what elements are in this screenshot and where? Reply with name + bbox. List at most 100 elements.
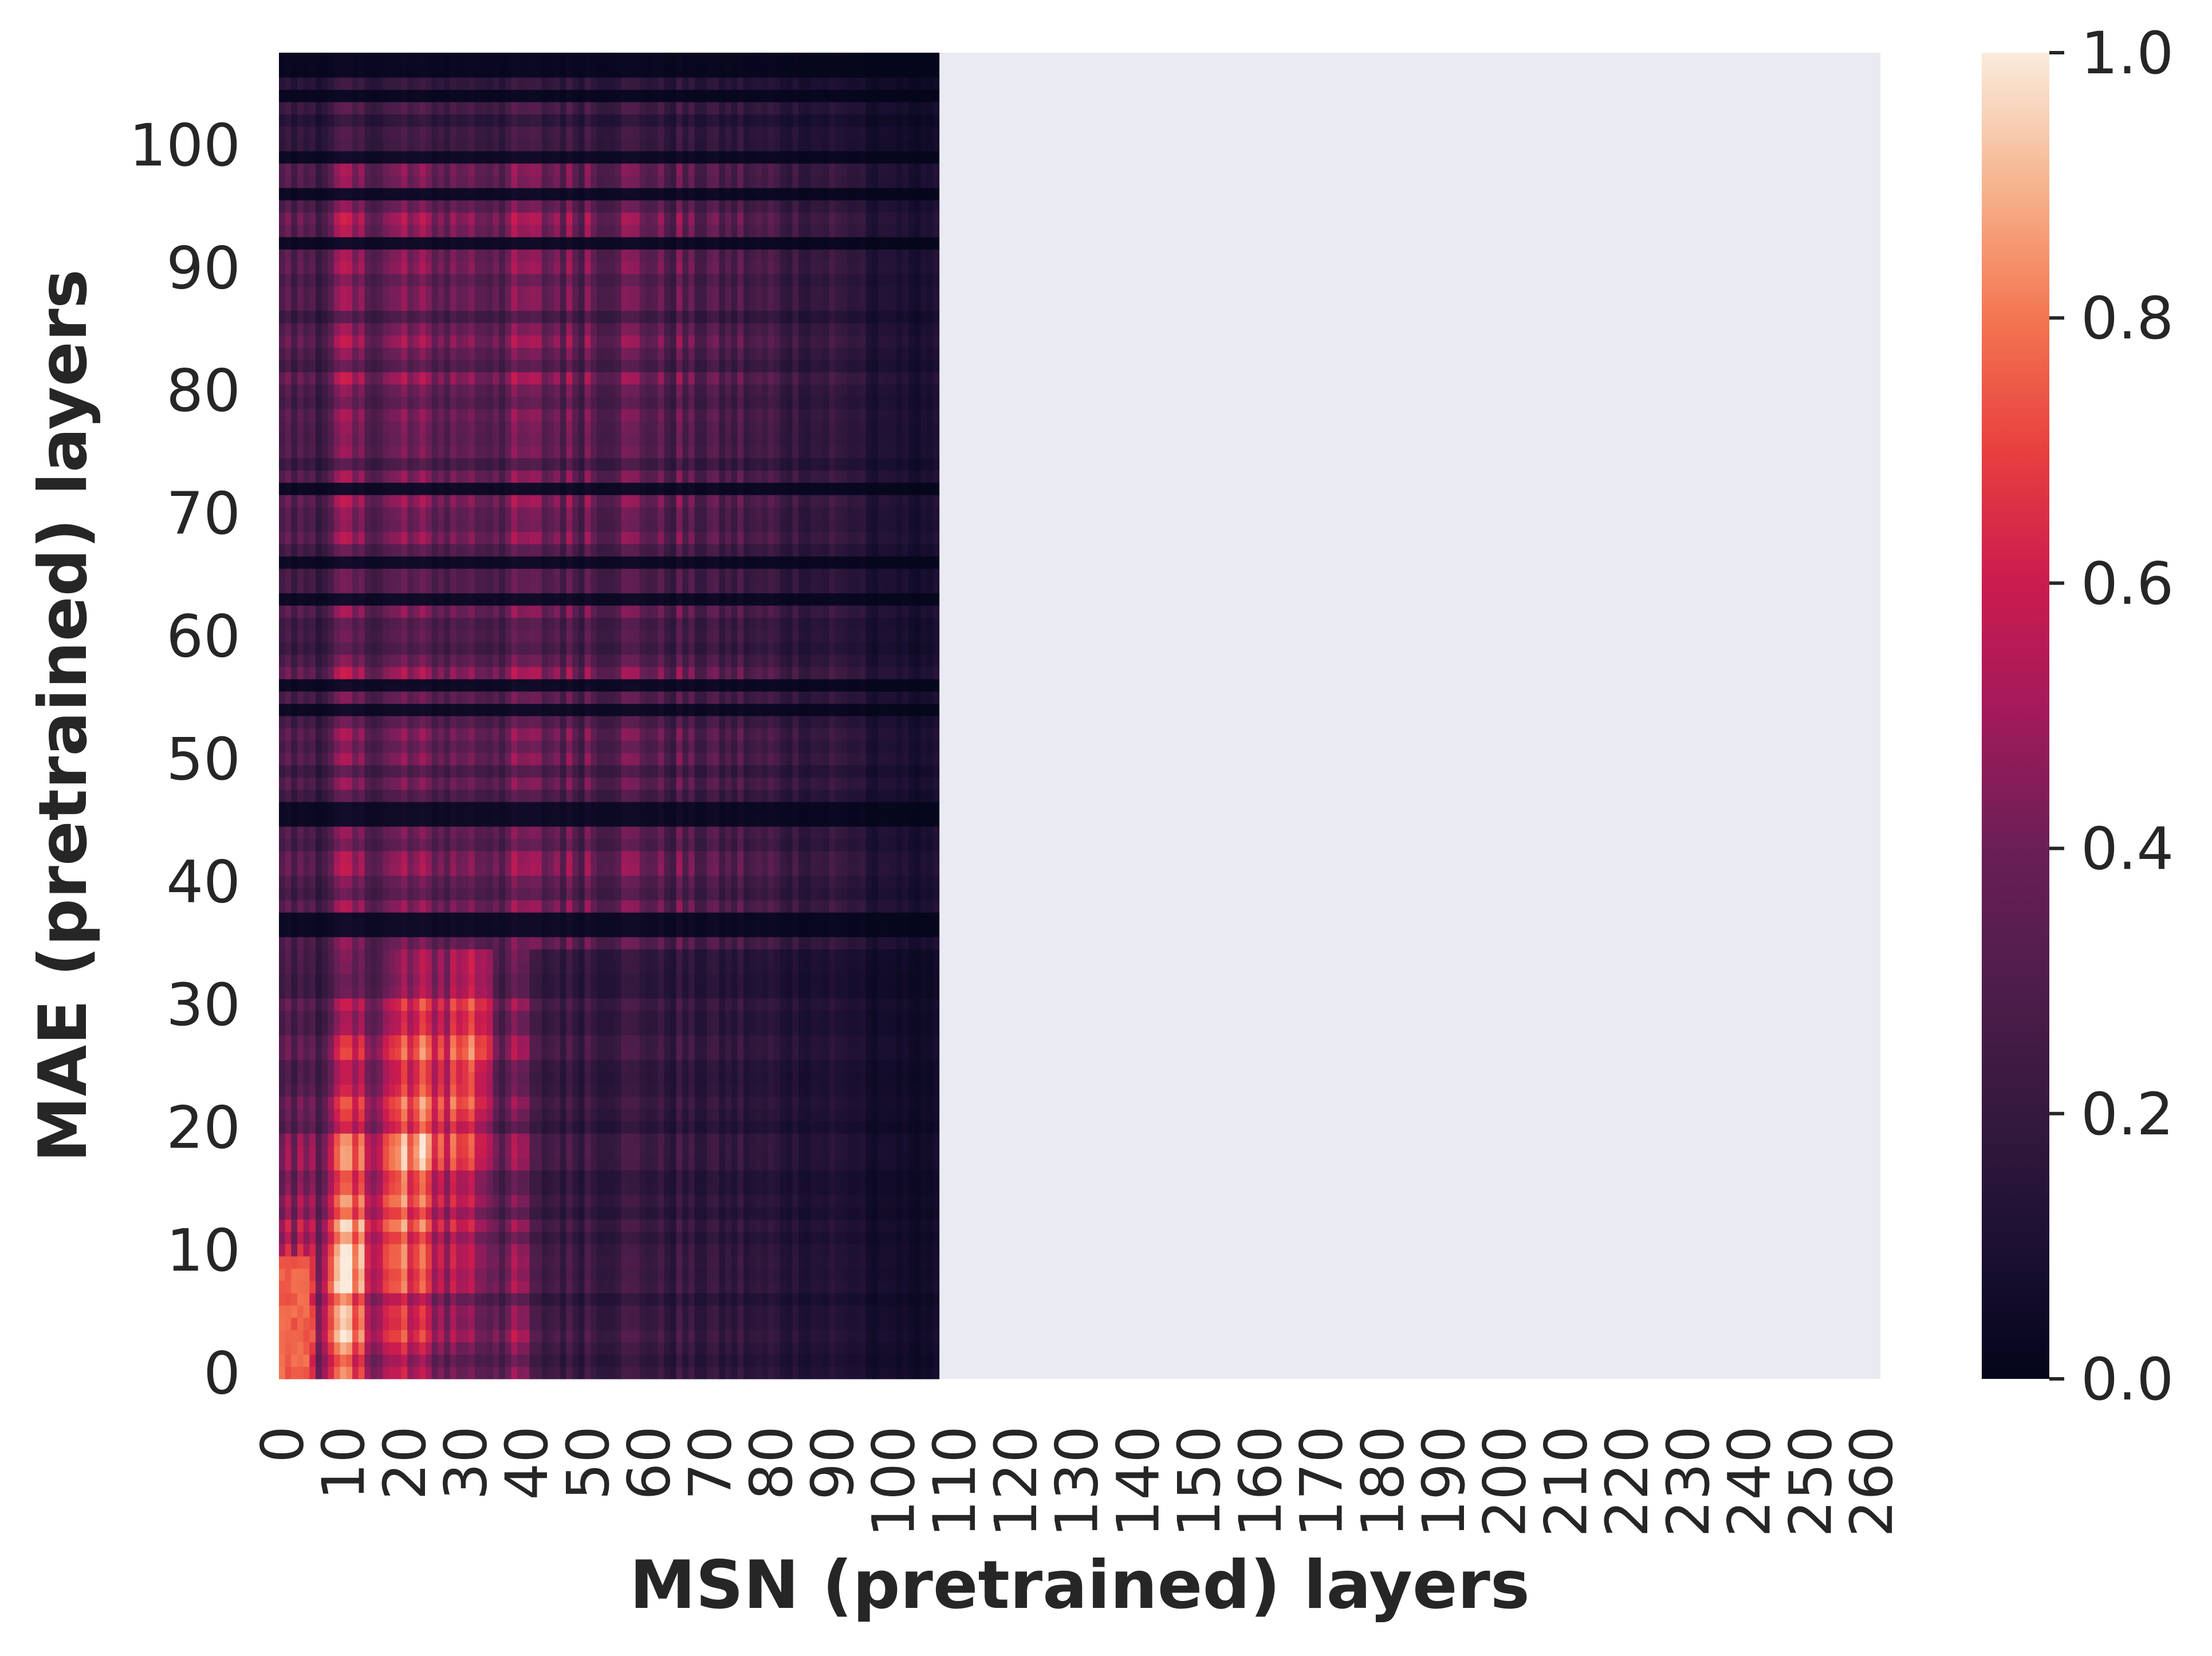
heatmap-cell bbox=[517, 1194, 524, 1208]
heatmap-cell bbox=[395, 1206, 402, 1220]
heatmap-cell bbox=[401, 900, 408, 913]
heatmap-cell bbox=[713, 1035, 719, 1048]
heatmap-cell bbox=[291, 912, 298, 925]
heatmap-cell bbox=[603, 1084, 609, 1097]
heatmap-cell bbox=[389, 973, 396, 987]
heatmap-cell bbox=[334, 924, 341, 937]
heatmap-cell bbox=[376, 1219, 384, 1232]
heatmap-cell bbox=[303, 802, 310, 815]
heatmap-cell bbox=[621, 888, 628, 901]
heatmap-cell bbox=[902, 1084, 909, 1097]
heatmap-cell bbox=[407, 826, 414, 839]
heatmap-cell bbox=[560, 863, 567, 876]
heatmap-cell bbox=[865, 1194, 872, 1208]
heatmap-cell bbox=[358, 949, 365, 962]
heatmap-cell bbox=[694, 1219, 701, 1232]
heatmap-cell bbox=[639, 937, 646, 950]
heatmap-cell bbox=[713, 826, 719, 839]
heatmap-cell bbox=[536, 1219, 542, 1232]
heatmap-cell bbox=[780, 900, 787, 913]
heatmap-cell bbox=[493, 1158, 499, 1171]
heatmap-cell bbox=[700, 814, 707, 827]
heatmap-cell bbox=[902, 1219, 909, 1232]
heatmap-cell bbox=[755, 1170, 762, 1183]
heatmap-cell bbox=[401, 1084, 408, 1097]
heatmap-cell bbox=[340, 1330, 347, 1343]
heatmap-cell bbox=[932, 1035, 940, 1048]
heatmap-cell bbox=[920, 1354, 927, 1367]
heatmap-cell bbox=[321, 1305, 328, 1318]
heatmap-cell bbox=[798, 814, 805, 827]
heatmap-cell bbox=[334, 863, 341, 876]
heatmap-cell bbox=[493, 973, 499, 987]
heatmap-cell bbox=[371, 998, 377, 1011]
heatmap-cell bbox=[468, 1158, 475, 1171]
heatmap-cell bbox=[872, 924, 879, 937]
heatmap-cell bbox=[890, 900, 897, 913]
heatmap-cell bbox=[780, 1342, 787, 1355]
heatmap-cell bbox=[780, 949, 787, 962]
heatmap-cell bbox=[676, 1219, 683, 1232]
heatmap-cell bbox=[591, 1280, 597, 1294]
heatmap-cell bbox=[920, 1219, 927, 1232]
heatmap-cell bbox=[279, 1292, 286, 1306]
heatmap-cell bbox=[358, 875, 365, 888]
heatmap-cell bbox=[627, 1109, 634, 1122]
heatmap-cell bbox=[383, 1280, 389, 1294]
heatmap-cell bbox=[884, 1158, 891, 1171]
heatmap-cell bbox=[890, 1158, 897, 1171]
heatmap-cell bbox=[798, 863, 805, 876]
heatmap-cell bbox=[841, 1280, 848, 1294]
heatmap-cell bbox=[877, 1023, 885, 1036]
heatmap-cell bbox=[859, 1317, 867, 1330]
heatmap-cell bbox=[841, 838, 848, 851]
heatmap-cell bbox=[847, 1330, 854, 1343]
heatmap-cell bbox=[395, 1244, 402, 1257]
heatmap-cell bbox=[847, 1317, 854, 1330]
heatmap-cell bbox=[664, 1231, 671, 1244]
heatmap-cell bbox=[817, 1121, 824, 1134]
heatmap-cell bbox=[658, 863, 664, 876]
heatmap-cell bbox=[884, 949, 891, 962]
heatmap-cell bbox=[340, 1084, 347, 1097]
heatmap-cell bbox=[792, 1109, 799, 1122]
heatmap-cell bbox=[536, 1354, 542, 1367]
heatmap-cell bbox=[285, 1256, 292, 1269]
heatmap-cell bbox=[456, 900, 463, 913]
heatmap-cell bbox=[767, 1109, 775, 1122]
heatmap-cell bbox=[511, 1342, 518, 1355]
heatmap-cell bbox=[682, 1109, 689, 1122]
heatmap-cell bbox=[328, 863, 334, 876]
heatmap-cell bbox=[646, 1194, 652, 1208]
heatmap-cell bbox=[810, 888, 817, 901]
heatmap-cell bbox=[395, 863, 402, 876]
heatmap-cell bbox=[358, 924, 365, 937]
heatmap-cell bbox=[908, 888, 915, 901]
heatmap-cell bbox=[890, 1280, 897, 1294]
heatmap-cell bbox=[700, 912, 707, 925]
heatmap-cell bbox=[731, 1366, 738, 1379]
heatmap-cell bbox=[822, 814, 830, 827]
heatmap-cell bbox=[548, 1010, 554, 1023]
heatmap-cell bbox=[920, 1182, 927, 1195]
heatmap-cell bbox=[804, 998, 812, 1011]
heatmap-cell bbox=[762, 1219, 769, 1232]
heatmap-cell bbox=[426, 961, 432, 974]
heatmap-cell bbox=[725, 1330, 732, 1343]
heatmap-cell bbox=[364, 1096, 371, 1109]
heatmap-cell bbox=[578, 1366, 585, 1379]
heatmap-cell bbox=[847, 1035, 854, 1048]
heatmap-cell bbox=[646, 1182, 652, 1195]
heatmap-cell bbox=[474, 1219, 481, 1232]
heatmap-cell bbox=[389, 888, 396, 901]
heatmap-cell bbox=[829, 1145, 836, 1158]
heatmap-cell bbox=[468, 1244, 475, 1257]
heatmap-cell bbox=[376, 1342, 384, 1355]
heatmap-cell bbox=[316, 1256, 322, 1269]
heatmap-cell bbox=[743, 1330, 750, 1343]
heatmap-cell bbox=[872, 1047, 879, 1060]
heatmap-cell bbox=[621, 875, 628, 888]
heatmap-cell bbox=[725, 875, 732, 888]
heatmap-cell bbox=[297, 1268, 304, 1282]
heatmap-cell bbox=[621, 1121, 628, 1134]
